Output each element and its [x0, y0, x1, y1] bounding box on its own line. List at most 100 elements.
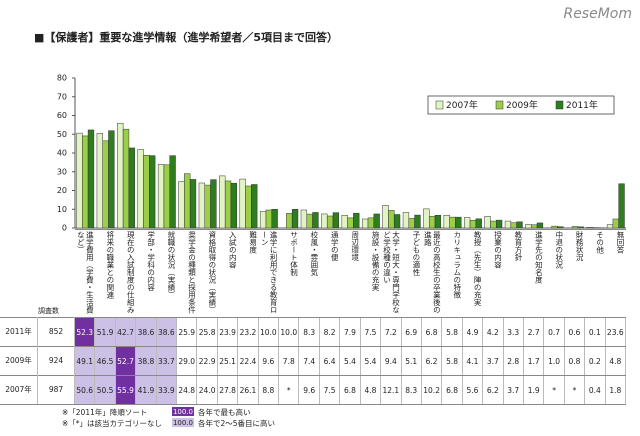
value-cell: 50.6 — [75, 376, 96, 404]
sample-size: 852 — [38, 317, 75, 346]
value-cell: 10.0 — [259, 318, 280, 346]
value-cell: 8.3 — [402, 376, 422, 404]
value-cell: 41.9 — [136, 376, 157, 404]
y-tick-label: 10 — [57, 205, 67, 214]
value-cell: 25.1 — [218, 347, 239, 375]
bar — [332, 212, 340, 229]
value-cell: 5.1 — [402, 347, 422, 375]
bar — [178, 181, 185, 229]
bar — [551, 225, 558, 229]
bar — [504, 220, 512, 229]
bar — [184, 173, 191, 229]
value-cell: 51.9 — [95, 318, 116, 346]
value-cell: 0.4 — [585, 376, 606, 404]
value-cell: 7.8 — [279, 347, 300, 375]
legend-label: 2009年 — [506, 99, 538, 111]
bar — [434, 215, 442, 229]
value-cell: 26.1 — [238, 376, 259, 404]
value-cell: 27.8 — [218, 376, 239, 404]
bar — [271, 209, 278, 229]
bar — [557, 226, 564, 229]
category-label: 施設・設備の充実 — [371, 231, 381, 291]
legend-swatch — [435, 100, 444, 110]
bar — [531, 224, 538, 229]
category-label: 将来の職業との関連 — [105, 231, 115, 299]
value-cell: 8.8 — [259, 376, 280, 404]
bar — [321, 213, 328, 229]
bar — [449, 216, 456, 229]
value-cell: 3.7 — [483, 347, 504, 375]
bar — [169, 155, 176, 229]
chart-title: ■【保護者】重要な進学情報（進学希望者／5項目まで回答） — [34, 30, 338, 44]
value-cell: 10.2 — [422, 376, 443, 404]
value-cell: 6.8 — [422, 318, 443, 346]
bar — [149, 155, 156, 229]
bar — [428, 216, 436, 229]
value-cell: 10.0 — [279, 318, 300, 346]
value-cell: 1.0 — [544, 347, 565, 375]
value-cell: 6.8 — [340, 376, 361, 404]
legend-swatch — [555, 100, 564, 110]
highlight-label: 各年で最も高い — [198, 408, 251, 417]
bar — [82, 135, 89, 229]
value-cell: 4.8 — [606, 347, 626, 375]
table-line — [0, 317, 626, 318]
value-cell: 7.9 — [340, 318, 361, 346]
bar — [577, 226, 584, 229]
bar — [108, 130, 115, 229]
highlight-label: 各年で2～5番目に高い — [198, 419, 276, 428]
bar — [341, 215, 348, 229]
bar — [455, 216, 462, 229]
bar — [414, 214, 421, 229]
bar — [606, 224, 614, 229]
category-label: 無回答 — [615, 231, 625, 254]
bar — [306, 213, 313, 229]
value-cell: 33.7 — [156, 347, 178, 375]
bar — [265, 209, 273, 229]
category-label: 教育方針 — [513, 231, 523, 261]
bar — [291, 209, 299, 229]
bar — [353, 212, 360, 229]
value-cell: 0.7 — [544, 318, 565, 346]
value-cell: 0.1 — [585, 318, 606, 346]
value-cell: 12.1 — [381, 376, 402, 404]
bar — [117, 122, 124, 229]
bar — [536, 222, 544, 229]
bar — [393, 214, 401, 229]
value-cell: 3.3 — [504, 318, 524, 346]
bar — [495, 219, 503, 229]
value-cell: 49.1 — [75, 347, 96, 375]
category-label: 周辺環境 — [350, 231, 360, 261]
value-cell: 25.9 — [177, 318, 198, 346]
row-header: 2007年 — [0, 375, 38, 404]
bar — [143, 155, 150, 229]
legend-swatch — [495, 100, 504, 110]
category-label: 授業の内容 — [493, 231, 503, 269]
bar — [402, 212, 410, 229]
value-cell: 6.9 — [402, 318, 422, 346]
value-cell: 4.1 — [463, 347, 484, 375]
value-cell: 5.4 — [361, 347, 382, 375]
bar — [128, 147, 135, 229]
row-header: 2009年 — [0, 346, 38, 375]
value-cell: 38.8 — [136, 347, 157, 375]
highlight-swatch: 100.0 — [172, 407, 194, 416]
category-label: 進学先の知名度 — [534, 231, 544, 284]
sample-size: 987 — [38, 375, 75, 404]
table-line — [0, 375, 626, 376]
value-cell: 1.7 — [524, 347, 545, 375]
bar — [87, 129, 95, 229]
bar — [525, 224, 532, 229]
value-cell: 42.7 — [115, 318, 137, 346]
bar — [464, 217, 471, 229]
bar — [586, 227, 593, 229]
bar — [137, 149, 144, 229]
value-cell: 23.9 — [218, 318, 239, 346]
value-cell: 9.6 — [259, 347, 280, 375]
bar — [326, 215, 334, 229]
value-cell: 29.0 — [177, 347, 198, 375]
watermark: ReseMom — [563, 6, 632, 22]
bar — [475, 218, 482, 229]
bar — [516, 221, 523, 229]
table-line — [0, 346, 626, 347]
